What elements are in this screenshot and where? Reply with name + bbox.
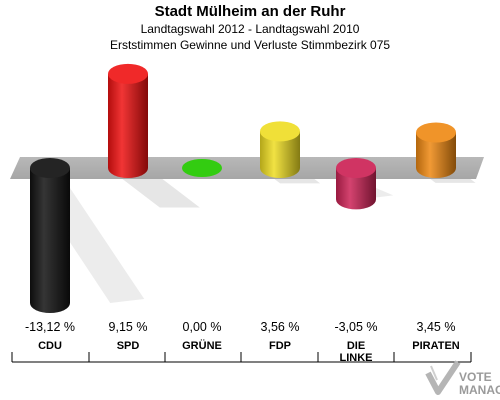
- category-label-grüne: GRÜNE: [182, 339, 222, 352]
- bar-cap-cdu: [30, 158, 70, 178]
- value-label-spd: 9,15 %: [109, 320, 148, 334]
- bar-spd: [108, 63, 148, 178]
- value-label-die-linke: -3,05 %: [334, 320, 377, 334]
- bar-cap-piraten: [416, 122, 456, 143]
- bar-cap-die-linke: [336, 158, 376, 178]
- bar-piraten: [416, 122, 456, 178]
- bars: [30, 63, 456, 313]
- category-label-piraten: PIRATEN: [412, 340, 460, 352]
- bar-body-cdu: [30, 168, 70, 313]
- category-label-fdp: FDP: [269, 340, 291, 352]
- value-label-cdu: -13,12 %: [25, 320, 75, 334]
- category-label-die-linke-1: DIE: [347, 340, 365, 352]
- category-label-die-linke-2: LINKE: [340, 352, 373, 364]
- value-label-piraten: 3,45 %: [417, 320, 456, 334]
- value-label-grüne: 0,00 %: [183, 320, 222, 334]
- bar-cap-grüne: [182, 159, 222, 177]
- category-label-cdu: CDU: [38, 340, 62, 352]
- chart-subtitle-2: Erststimmen Gewinne und Verluste Stimmbe…: [109, 38, 391, 52]
- bar-body-die-linke: [336, 168, 376, 210]
- baseline-band: [10, 157, 484, 179]
- watermark-line1: VOTE: [459, 370, 492, 384]
- chart-subtitle-1: Landtagswahl 2012 - Landtagswahl 2010: [140, 22, 360, 36]
- labels: -13,12 % CDU 9,15 % SPD 0,00 % GRÜNE 3,56 % FDP…: [25, 320, 460, 364]
- vote-manager-logo: VOTE MANAGER: [425, 360, 500, 397]
- bar-shadows: [34, 168, 476, 303]
- bar-body-spd: [108, 73, 148, 178]
- bar-cap-spd: [108, 63, 148, 84]
- bar-die-linke: [336, 158, 376, 210]
- bar-cap-fdp: [260, 121, 300, 142]
- value-label-fdp: 3,56 %: [261, 320, 300, 334]
- bar-body-piraten: [416, 132, 456, 178]
- category-axis: [11, 352, 472, 363]
- category-label-spd: SPD: [117, 340, 140, 352]
- bar-fdp: [260, 121, 300, 178]
- bar-cdu: [30, 158, 70, 313]
- chart-title: Stadt Mülheim an der Ruhr: [154, 3, 346, 20]
- checkmark-icon: [425, 360, 461, 395]
- bar-grüne: [182, 159, 222, 177]
- bar-body-fdp: [260, 131, 300, 178]
- watermark-line2: MANAGER: [459, 383, 500, 397]
